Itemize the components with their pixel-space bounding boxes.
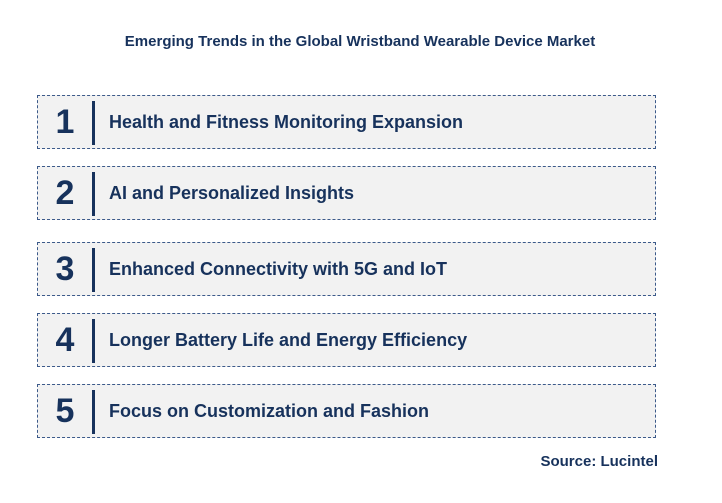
trend-divider xyxy=(92,319,95,363)
trend-divider xyxy=(92,248,95,292)
source-credit: Source: Lucintel xyxy=(540,453,658,470)
trend-label: Focus on Customization and Fashion xyxy=(109,400,430,421)
trend-divider xyxy=(92,172,95,216)
trend-item-2: 2 AI and Personalized Insights xyxy=(37,166,656,220)
trend-number: 3 xyxy=(55,249,75,288)
chart-title: Emerging Trends in the Global Wristband … xyxy=(124,33,596,50)
trend-number: 2 xyxy=(55,173,75,212)
trend-number: 4 xyxy=(55,320,75,359)
trend-item-5: 5 Focus on Customization and Fashion xyxy=(37,384,656,438)
trend-label: AI and Personalized Insights xyxy=(109,182,355,203)
trend-label: Longer Battery Life and Energy Efficienc… xyxy=(109,329,468,350)
trend-item-3: 3 Enhanced Connectivity with 5G and IoT xyxy=(37,242,656,296)
trend-label: Enhanced Connectivity with 5G and IoT xyxy=(109,258,448,279)
trend-divider xyxy=(92,101,95,145)
trend-divider xyxy=(92,390,95,434)
trend-item-1: 1 Health and Fitness Monitoring Expansio… xyxy=(37,95,656,149)
trend-item-4: 4 Longer Battery Life and Energy Efficie… xyxy=(37,313,656,367)
trend-number: 1 xyxy=(55,102,75,141)
trend-label: Health and Fitness Monitoring Expansion xyxy=(109,111,464,132)
trend-number: 5 xyxy=(55,391,75,430)
